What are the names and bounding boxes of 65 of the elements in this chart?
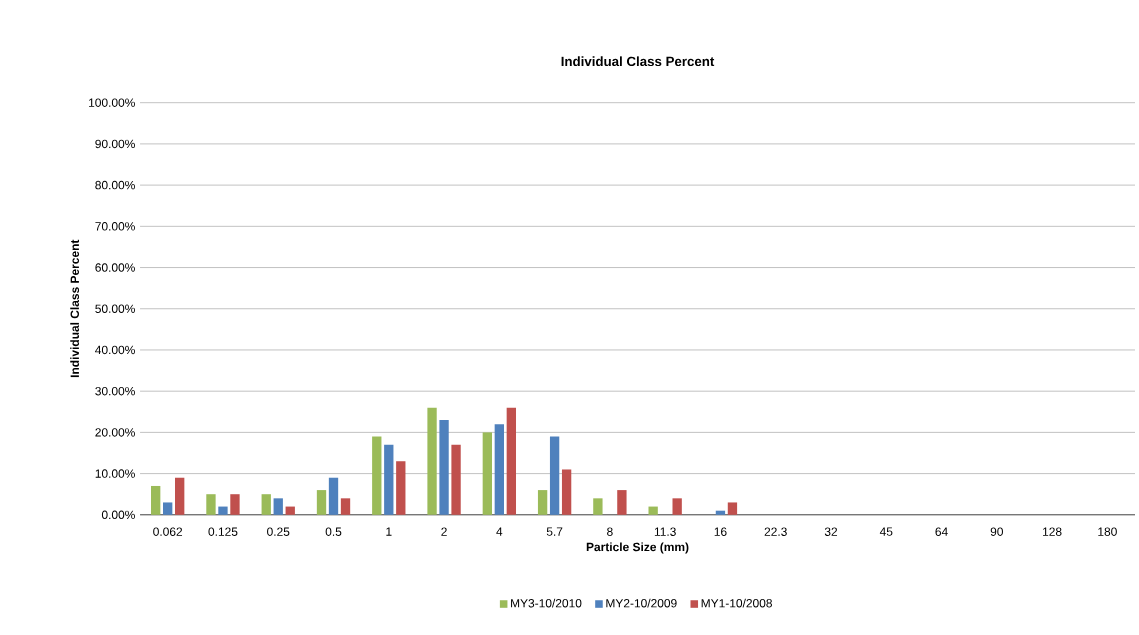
x-axis-title: Particle Size (mm) xyxy=(586,542,689,554)
bar xyxy=(439,420,449,515)
x-tick-label: 1 xyxy=(386,527,392,536)
bar xyxy=(206,494,216,515)
bar xyxy=(230,494,240,515)
x-tick-label: 16 xyxy=(714,527,727,537)
bar xyxy=(218,506,228,515)
x-tick-label: 90 xyxy=(990,527,1003,537)
x-tick-label: 128 xyxy=(1043,527,1062,537)
chart-title: Individual Class Percent xyxy=(561,56,715,67)
x-tick-label: 180 xyxy=(1098,527,1117,537)
y-tick-label: 80.00% xyxy=(95,180,135,190)
bar xyxy=(506,407,517,515)
y-tick-label: 50.00% xyxy=(95,304,135,314)
y-tick-label: 20.00% xyxy=(95,428,135,437)
bar xyxy=(328,477,339,515)
x-tick-label: 4 xyxy=(496,527,503,536)
bar xyxy=(451,444,461,515)
y-tick-label: 0.00% xyxy=(101,510,135,520)
bar xyxy=(727,502,738,515)
bar xyxy=(549,436,560,515)
bar xyxy=(261,494,271,515)
y-tick-label: 90.00% xyxy=(95,139,135,149)
bar xyxy=(537,490,548,515)
bar xyxy=(482,432,492,515)
y-tick-label: 10.00% xyxy=(95,469,135,478)
bar xyxy=(175,477,185,515)
x-tick-label: 0.125 xyxy=(208,527,238,537)
bar xyxy=(715,510,726,515)
y-tick-label: 70.00% xyxy=(95,222,135,231)
bar xyxy=(384,444,394,515)
y-tick-label: 60.00% xyxy=(95,263,135,272)
bar xyxy=(273,498,283,515)
bar xyxy=(151,486,161,515)
bar xyxy=(427,407,437,515)
x-tick-label: 64 xyxy=(935,527,948,537)
x-tick-label: 11.3 xyxy=(654,527,676,537)
x-tick-label: 45 xyxy=(879,527,893,536)
bar xyxy=(593,498,603,515)
x-tick-label: 8 xyxy=(607,527,613,537)
bar xyxy=(163,502,173,515)
bar xyxy=(648,506,658,515)
bar xyxy=(617,490,627,515)
y-tick-label: 100.00% xyxy=(89,98,135,108)
bar xyxy=(285,506,295,515)
legend-label: MY3-10/2010 xyxy=(511,598,582,608)
y-axis-title: Individual Class Percent xyxy=(70,239,80,378)
bar xyxy=(672,498,682,515)
bar xyxy=(396,461,406,515)
y-tick-label: 40.00% xyxy=(95,345,135,355)
legend-label: MY2-10/2009 xyxy=(606,598,677,608)
legend-label: MY1-10/2008 xyxy=(701,598,772,608)
bar xyxy=(561,469,572,515)
y-tick-label: 30.00% xyxy=(95,387,135,396)
bar xyxy=(494,424,504,515)
x-tick-label: 2 xyxy=(441,527,447,536)
bar xyxy=(316,490,327,515)
x-tick-label: 32 xyxy=(824,527,838,537)
x-tick-label: 5.7 xyxy=(546,527,563,536)
x-tick-label: 22.3 xyxy=(764,527,787,537)
bar xyxy=(372,436,382,515)
x-tick-label: 0.5 xyxy=(325,527,342,537)
bar xyxy=(340,498,351,515)
x-tick-label: 0.062 xyxy=(153,527,183,537)
x-tick-label: 0.25 xyxy=(267,527,290,537)
